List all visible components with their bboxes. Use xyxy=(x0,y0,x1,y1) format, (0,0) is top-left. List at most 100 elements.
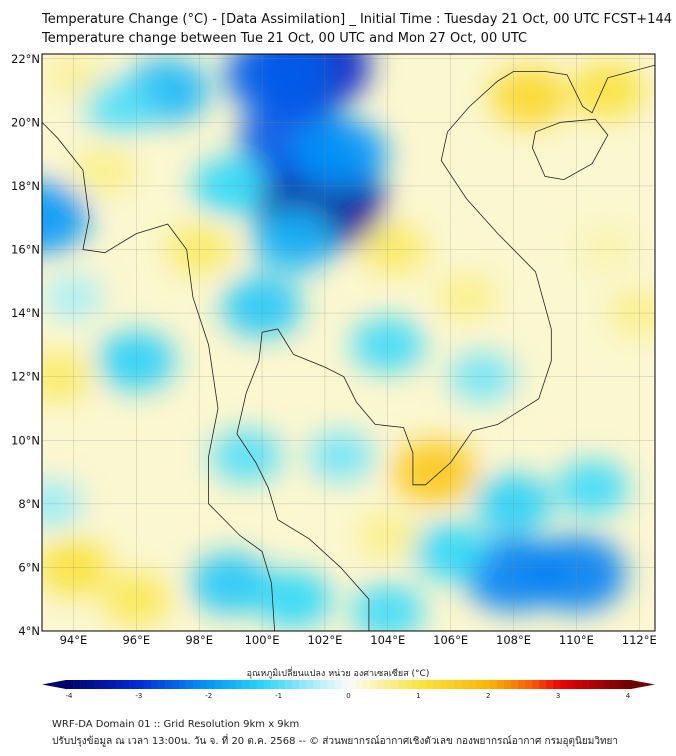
colorbar-segment xyxy=(475,680,483,689)
field-anomaly-blob xyxy=(435,273,497,321)
latitude-tick-label: 8°N xyxy=(18,497,40,511)
colorbar-segment xyxy=(164,680,173,689)
field-anomaly-blob xyxy=(555,460,629,516)
colorbar-segment xyxy=(546,680,554,689)
colorbar-tick-label: -2 xyxy=(205,692,212,700)
colorbar-segment xyxy=(616,680,625,689)
colorbar-segment xyxy=(496,680,505,689)
colorbar-segment xyxy=(179,680,187,689)
colorbar-segment xyxy=(214,680,222,689)
latitude-tick-label: 12°N xyxy=(11,370,40,384)
temperature-change-map: 94°E 96°E 98°E 100°E 102°E 104°E 106°E 108°E 110… xyxy=(11,52,657,700)
longitude-tick-label: 96°E xyxy=(122,633,150,647)
colorbar-segment xyxy=(101,680,109,689)
latitude-tick-label: 6°N xyxy=(18,560,40,574)
field-anomaly-blob xyxy=(251,207,336,273)
colorbar-segment xyxy=(157,680,166,689)
colorbar-segment xyxy=(419,680,427,689)
colorbar-segment xyxy=(284,680,293,689)
field-anomaly-blob xyxy=(42,181,89,254)
colorbar-segment xyxy=(362,680,370,689)
colorbar-segment xyxy=(186,680,194,689)
longitude-tick-label: 98°E xyxy=(185,633,213,647)
field-anomaly-blob xyxy=(293,118,388,191)
colorbar-segment xyxy=(426,680,434,689)
colorbar-segment xyxy=(390,680,399,689)
colorbar-segment xyxy=(355,680,363,689)
footer-line-1: WRF-DA Domain 01 :: Grid Resolution 9km … xyxy=(52,719,300,730)
colorbar-tick-label: -4 xyxy=(66,692,74,700)
colorbar-tick-label: 0 xyxy=(346,692,350,700)
colorbar-segment xyxy=(129,680,137,689)
colorbar-segment xyxy=(108,680,116,689)
colorbar-segment xyxy=(299,680,307,689)
colorbar-segment xyxy=(454,680,462,689)
colorbar-segment xyxy=(560,680,568,689)
colorbar-segment xyxy=(383,680,392,689)
colorbar-segment xyxy=(221,680,229,689)
colorbar-segment xyxy=(242,680,250,689)
colorbar-segment xyxy=(489,680,498,689)
colorbar-segment xyxy=(412,680,420,689)
colorbar-segment xyxy=(249,680,257,689)
colorbar-segment xyxy=(270,680,279,689)
latitude-tick-label: 22°N xyxy=(11,52,40,66)
field-anomaly-blob xyxy=(190,552,271,614)
field-anomaly-blob xyxy=(211,429,282,484)
field-anomaly-blob xyxy=(256,570,331,629)
colorbar-segment xyxy=(539,680,547,689)
longitude-tick-label: 112°E xyxy=(622,633,657,647)
colorbar-segment xyxy=(327,680,335,689)
colorbar-segment xyxy=(341,680,349,689)
field-anomaly-blob xyxy=(85,79,156,134)
field-anomaly-blob xyxy=(571,62,645,119)
colorbar-tick-label: 4 xyxy=(626,692,631,700)
field-anomaly-blob xyxy=(490,67,568,127)
colorbar-segment xyxy=(334,680,342,689)
colorbar-segment xyxy=(136,680,144,689)
colorbar-segment xyxy=(122,680,130,689)
colorbar-segment xyxy=(256,680,265,689)
colorbar-segment xyxy=(94,680,102,689)
colorbar-segment xyxy=(193,680,201,689)
hainan-coastline xyxy=(532,118,609,181)
longitude-tick-label: 94°E xyxy=(60,633,88,647)
colorbar-segment xyxy=(461,680,469,689)
colorbar-segment xyxy=(200,680,208,689)
longitude-tick-label: 100°E xyxy=(245,633,280,647)
colorbar-segment xyxy=(581,680,589,689)
latitude-tick-label: 4°N xyxy=(18,624,40,638)
title-line-2: Temperature change between Tue 21 Oct, 0… xyxy=(42,31,528,46)
colorbar-segment xyxy=(595,680,604,689)
colorbar-segment xyxy=(228,680,236,689)
colorbar-label: อุณหภูมิเปลี่ยนแปลง หน่วย องศาเซลเซียส (… xyxy=(246,669,430,679)
colorbar-segment xyxy=(348,680,356,689)
colorbar-segment xyxy=(553,680,561,689)
colorbar-segment xyxy=(80,680,88,689)
colorbar-tick-label: 2 xyxy=(486,692,490,700)
colorbar-segment xyxy=(277,680,286,689)
colorbar-segment xyxy=(292,680,300,689)
colorbar-segment xyxy=(405,680,413,689)
colorbar-segment xyxy=(235,680,243,689)
colorbar-segment xyxy=(567,680,575,689)
colorbar-segment xyxy=(87,680,95,689)
title-line-1: Temperature Change (°C) - [Data Assimila… xyxy=(42,12,672,27)
colorbar-segment xyxy=(574,680,582,689)
field-anomaly-blob xyxy=(307,430,374,482)
latitude-tick-label: 20°N xyxy=(11,115,40,129)
colorbar-segment xyxy=(510,680,519,689)
colorbar-segment xyxy=(482,680,491,689)
colorbar-segment xyxy=(150,680,159,689)
colorbar-tick-label: -3 xyxy=(135,692,142,700)
colorbar-segment xyxy=(447,680,455,689)
colorbar-segment xyxy=(602,680,611,689)
colorbar-max-extend-arrow xyxy=(631,680,655,689)
longitude-tick-label: 104°E xyxy=(370,633,405,647)
longitude-tick-label: 108°E xyxy=(496,633,531,647)
colorbar-segment xyxy=(609,680,618,689)
map-frame xyxy=(41,53,656,632)
colorbar-segment xyxy=(115,680,123,689)
colorbar-segment xyxy=(369,680,378,689)
colorbar-segment xyxy=(313,680,321,689)
